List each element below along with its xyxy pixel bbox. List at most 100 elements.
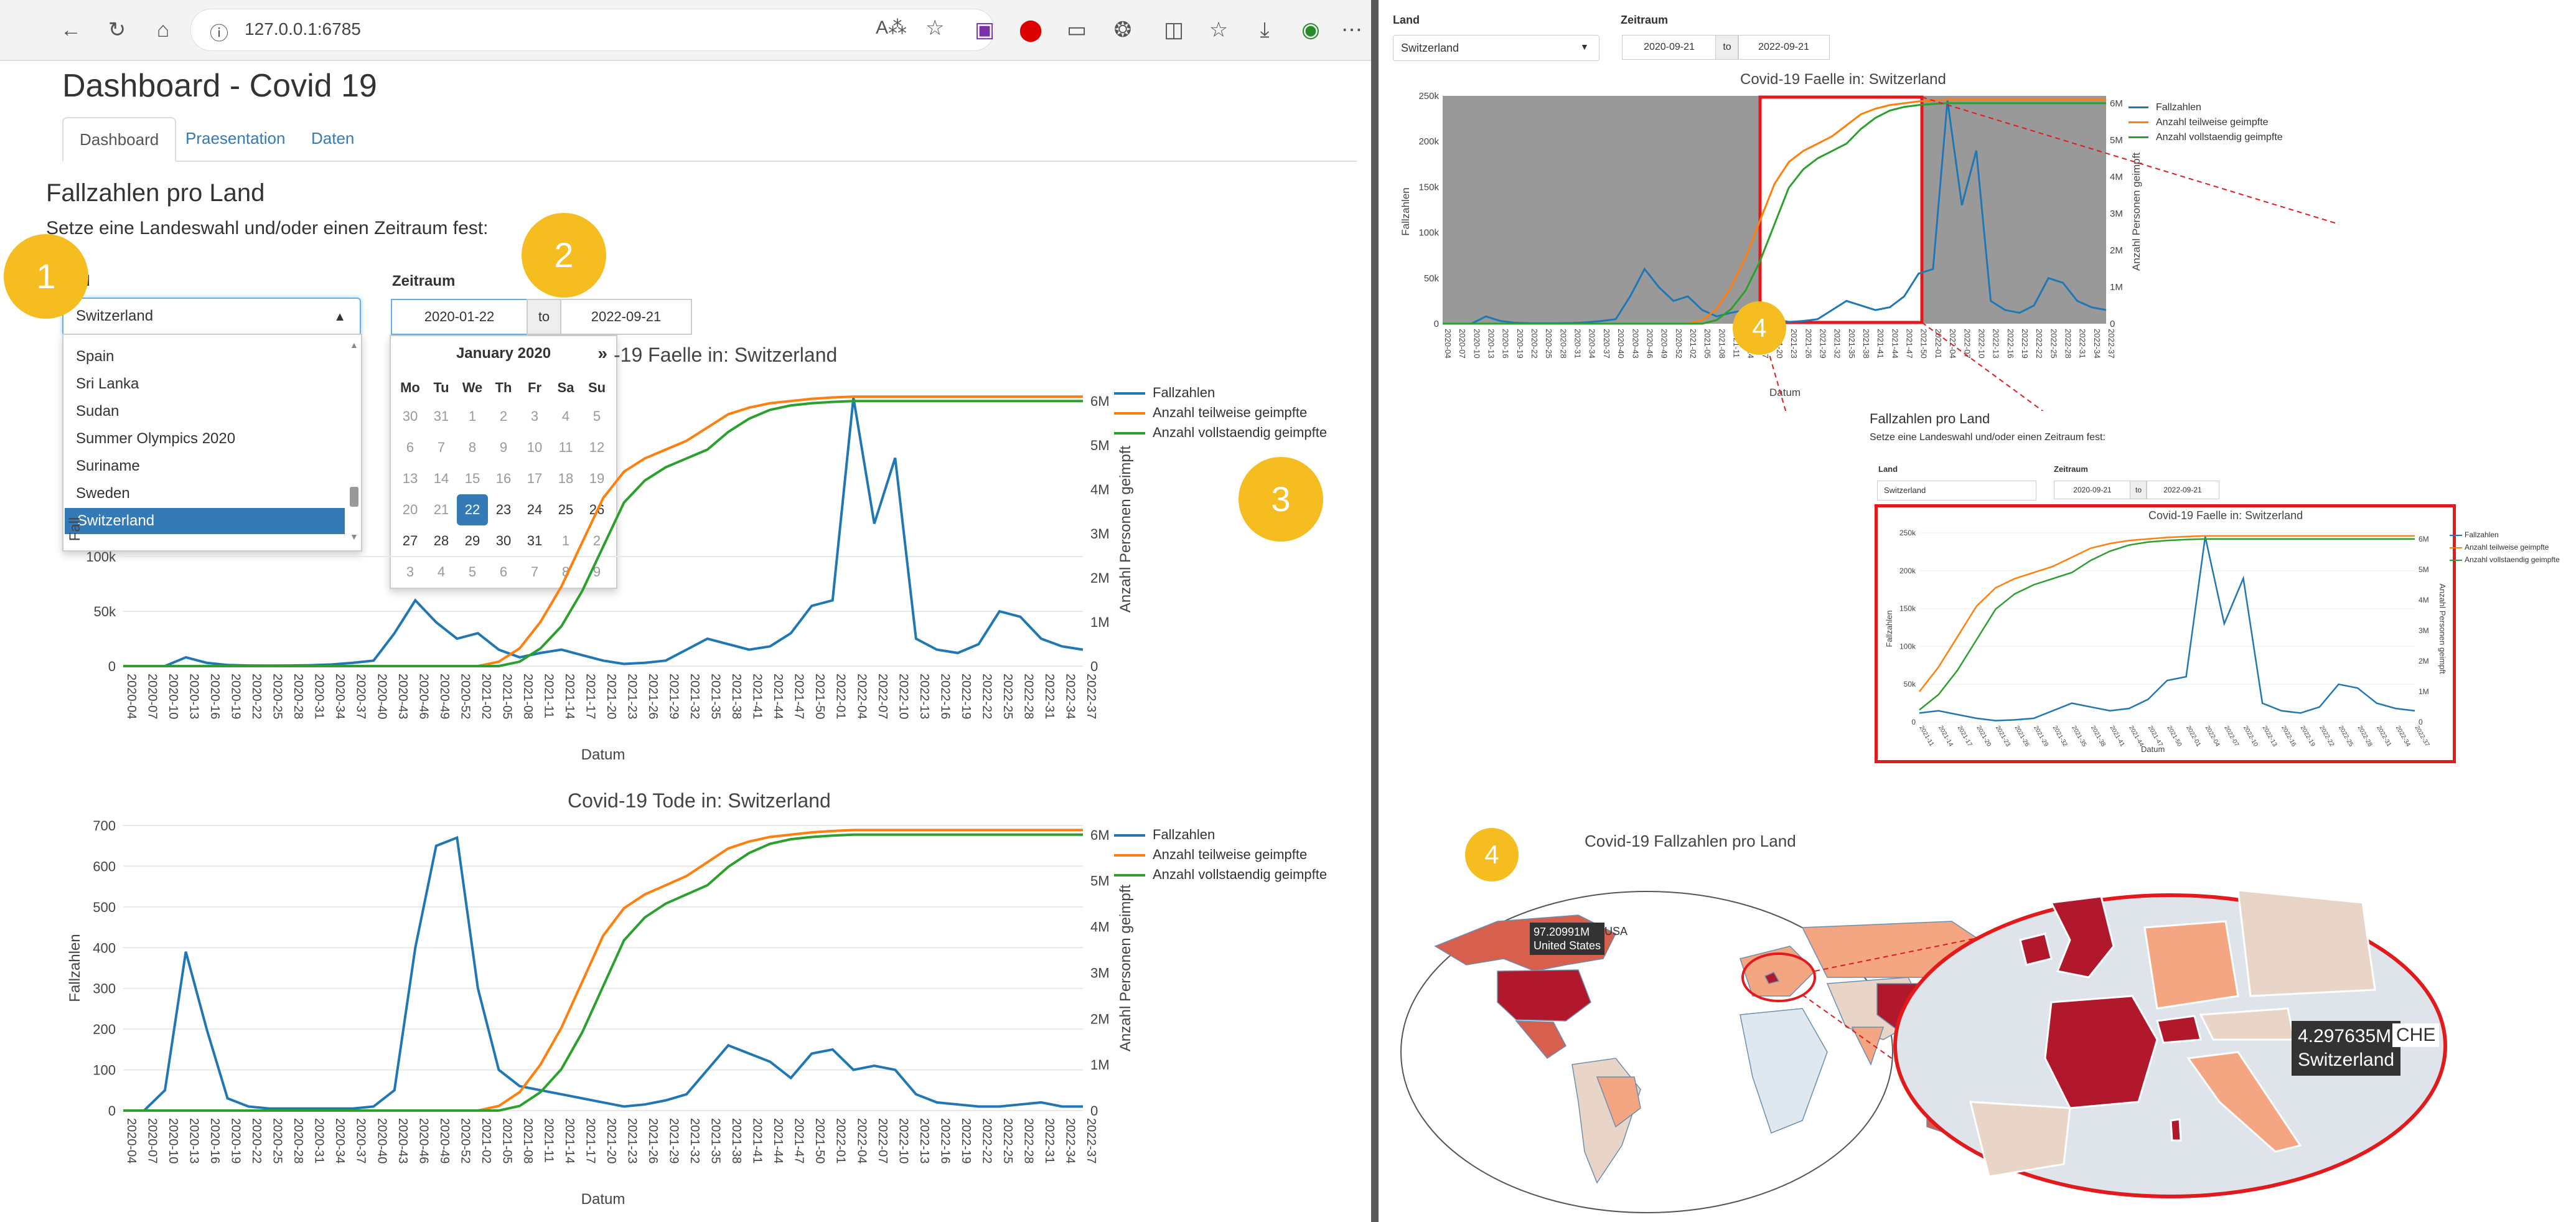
- calendar-day[interactable]: 2: [499, 408, 508, 424]
- calendar-day[interactable]: 14: [433, 471, 449, 486]
- ireland-country[interactable]: [2019, 933, 2053, 966]
- right-legend-item[interactable]: Fallzahlen: [2129, 102, 2201, 113]
- onenote-icon[interactable]: ▣: [974, 18, 995, 42]
- corsica-island[interactable]: [2170, 1118, 2182, 1142]
- calendar-day[interactable]: 1: [561, 533, 570, 548]
- scroll-thumb[interactable]: [350, 487, 358, 507]
- chart1-legend-item[interactable]: Fallzahlen: [1114, 385, 1215, 401]
- zoom-date-start[interactable]: 2020-09-21: [2054, 481, 2131, 499]
- dropdown-scrollbar[interactable]: ▲ ▼: [350, 340, 358, 545]
- calendar-day[interactable]: 24: [527, 502, 543, 517]
- dropdown-option[interactable]: Summer Olympics 2020: [76, 430, 236, 447]
- dropdown-option[interactable]: Spain: [76, 348, 115, 365]
- collection-icon[interactable]: ▭: [1066, 18, 1087, 42]
- chart2-legend-item[interactable]: Anzahl vollstaendig geimpfte: [1114, 867, 1327, 883]
- calendar-day[interactable]: 29: [464, 533, 480, 548]
- calendar-day[interactable]: 3: [530, 408, 539, 424]
- world-map[interactable]: [1392, 853, 2574, 1220]
- calendar-day[interactable]: 28: [433, 533, 449, 548]
- right-country-select[interactable]: Switzerland ▼: [1393, 35, 1599, 61]
- calendar-day[interactable]: 1: [468, 408, 477, 424]
- calendar-day[interactable]: 25: [558, 502, 574, 517]
- info-icon[interactable]: ⓘ: [210, 24, 228, 44]
- mexico-country[interactable]: [1515, 1020, 1567, 1059]
- calendar-day[interactable]: 9: [592, 564, 601, 580]
- calendar-day[interactable]: 6: [499, 564, 508, 580]
- right-legend-item[interactable]: Anzahl vollstaendig geimpfte: [2129, 132, 2283, 143]
- chart2-legend-item[interactable]: Fallzahlen: [1114, 827, 1215, 843]
- profile-icon[interactable]: ◉: [1301, 18, 1320, 42]
- calendar-day[interactable]: 3: [406, 564, 415, 580]
- calendar-day[interactable]: 20: [402, 502, 418, 517]
- austria-country[interactable]: [2199, 1007, 2295, 1041]
- dropdown-option[interactable]: Sri Lanka: [76, 375, 139, 392]
- calendar-day[interactable]: 19: [589, 471, 605, 486]
- calendar-day[interactable]: 15: [464, 471, 480, 486]
- zoom-legend-item[interactable]: Anzahl teilweise geimpfte: [2450, 543, 2549, 552]
- country-dropdown-list[interactable]: Spain Sri Lanka Sudan Summer Olympics 20…: [62, 334, 362, 552]
- calendar-day[interactable]: 30: [495, 533, 512, 548]
- zoom-country-select[interactable]: Switzerland: [1877, 481, 2036, 501]
- calendar-day[interactable]: 6: [406, 439, 415, 455]
- home-icon[interactable]: ⌂: [156, 18, 170, 42]
- calendar-day[interactable]: 11: [558, 439, 573, 455]
- tab-praesentation[interactable]: Praesentation: [185, 129, 286, 148]
- dropdown-option[interactable]: Sweden: [76, 485, 130, 502]
- switzerland-zoom[interactable]: [2156, 1015, 2202, 1044]
- calendar-day[interactable]: 30: [402, 408, 418, 424]
- calendar-day[interactable]: 27: [402, 533, 418, 548]
- calendar-day[interactable]: 18: [558, 471, 574, 486]
- calendar-day[interactable]: 2: [592, 533, 601, 548]
- calendar-day[interactable]: 23: [495, 502, 512, 517]
- zoom-date-end[interactable]: 2022-09-21: [2146, 481, 2219, 499]
- download-icon[interactable]: ⤓: [1260, 18, 1270, 42]
- calendar-day[interactable]: 5: [468, 564, 477, 580]
- zoom-legend-item[interactable]: Anzahl vollstaendig geimpfte: [2450, 555, 2560, 564]
- calendar-month[interactable]: January 2020: [456, 345, 551, 362]
- opera-icon[interactable]: ⬤: [1018, 18, 1043, 42]
- tab-dashboard[interactable]: Dashboard: [62, 117, 177, 162]
- calendar-day[interactable]: 5: [592, 408, 601, 424]
- calendar-day[interactable]: 17: [527, 471, 543, 486]
- right-date-start[interactable]: 2020-09-21: [1622, 35, 1717, 60]
- date-start-input[interactable]: 2020-01-22: [391, 299, 528, 335]
- dropdown-option[interactable]: Suriname: [76, 458, 140, 474]
- poland-region[interactable]: [2237, 889, 2376, 997]
- calendar-next-button[interactable]: »: [597, 344, 607, 363]
- calendar-day[interactable]: 7: [530, 564, 539, 580]
- date-end-input[interactable]: 2022-09-21: [560, 299, 692, 335]
- calendar-day[interactable]: 21: [433, 502, 449, 517]
- calendar-day[interactable]: 31: [433, 408, 449, 424]
- calendar-day[interactable]: 31: [527, 533, 543, 548]
- calendar-day-selected[interactable]: 22: [457, 494, 488, 525]
- country-select[interactable]: Switzerland ▲: [62, 298, 361, 336]
- calendar-day[interactable]: 4: [561, 408, 570, 424]
- favorites-bar-icon[interactable]: ☆: [1209, 18, 1229, 42]
- dropdown-option-selected[interactable]: Switzerland: [65, 508, 345, 534]
- dropdown-option[interactable]: Sudan: [76, 403, 119, 420]
- chart1-legend-item[interactable]: Anzahl teilweise geimpfte: [1114, 405, 1307, 421]
- scroll-down-icon[interactable]: ▼: [350, 532, 358, 542]
- read-aloud-icon[interactable]: A⁂: [876, 17, 907, 38]
- split-icon[interactable]: ◫: [1163, 18, 1184, 42]
- calendar-day[interactable]: 16: [495, 471, 512, 486]
- right-date-end[interactable]: 2022-09-21: [1738, 35, 1830, 60]
- more-icon[interactable]: ⋯: [1341, 18, 1362, 42]
- italy-country[interactable]: [2186, 1051, 2302, 1153]
- calendar-day[interactable]: 7: [437, 439, 446, 455]
- tab-daten[interactable]: Daten: [311, 129, 355, 148]
- zoom-legend-item[interactable]: Fallzahlen: [2450, 530, 2499, 539]
- germany-country[interactable]: [2143, 920, 2239, 1010]
- calendar-day[interactable]: 9: [499, 439, 508, 455]
- calendar-day[interactable]: 8: [468, 439, 477, 455]
- usa-country[interactable]: [1497, 969, 1591, 1022]
- chart2-legend-item[interactable]: Anzahl teilweise geimpfte: [1114, 847, 1307, 863]
- france-country[interactable]: [2044, 995, 2158, 1109]
- right-legend-item[interactable]: Anzahl teilweise geimpfte: [2129, 117, 2269, 128]
- favorite-icon[interactable]: ☆: [925, 16, 945, 40]
- uk-country[interactable]: [2049, 895, 2115, 979]
- brazil-country[interactable]: [1596, 1076, 1641, 1128]
- chart1-legend-item[interactable]: Anzahl vollstaendig geimpfte: [1114, 425, 1327, 441]
- calendar-day[interactable]: 12: [589, 439, 605, 455]
- spain-country[interactable]: [1969, 1101, 2071, 1178]
